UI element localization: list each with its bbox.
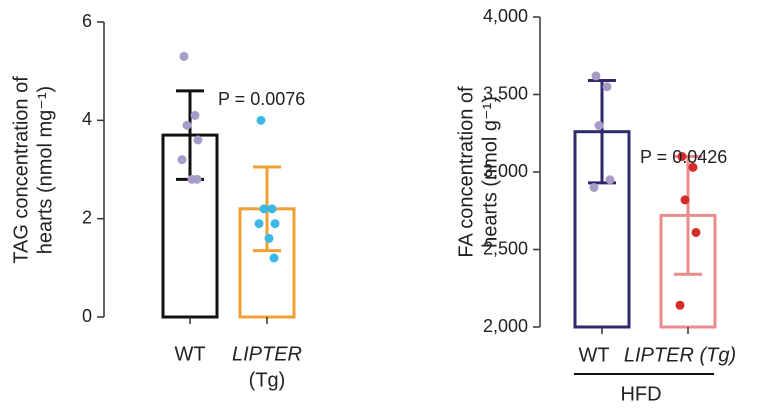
- y-tick-label: 4,000: [483, 6, 528, 26]
- data-point: [256, 115, 266, 125]
- data-point: [193, 135, 203, 145]
- data-point: [264, 233, 274, 243]
- data-point: [269, 253, 279, 263]
- data-point: [259, 204, 269, 214]
- annotation: P = 0.0426: [640, 147, 727, 167]
- data-point: [192, 174, 202, 184]
- x-tick-label: LIPTER: [232, 343, 302, 365]
- data-point: [190, 110, 200, 120]
- y-tick-label: 0: [82, 306, 92, 326]
- y-tick-label: 2: [82, 207, 92, 227]
- data-point: [182, 120, 192, 130]
- y-tick-label: 3,500: [483, 83, 528, 103]
- data-point: [589, 183, 599, 192]
- data-point: [680, 195, 690, 205]
- data-point: [677, 152, 687, 161]
- data-point: [691, 227, 701, 237]
- data-point: [179, 51, 189, 61]
- data-point: [675, 300, 685, 310]
- data-point: [594, 121, 604, 130]
- y-tick-label: 3,000: [483, 161, 528, 181]
- y-axis-label: hearts (nmol g⁻¹): [479, 96, 501, 248]
- data-point: [605, 175, 615, 185]
- data-point: [177, 155, 187, 165]
- y-axis-label: hearts (nmol mg⁻¹): [34, 86, 56, 254]
- annotation: P = 0.0076: [218, 89, 305, 109]
- data-point: [602, 82, 612, 92]
- group-label: HFD: [620, 383, 661, 405]
- y-axis-label: FA concentration of: [455, 86, 477, 258]
- data-point: [591, 71, 601, 81]
- x-tick-label: WT: [174, 343, 205, 365]
- y-tick-label: 6: [82, 11, 92, 31]
- data-point: [270, 219, 280, 229]
- y-tick-label: 2,000: [483, 316, 528, 336]
- data-point: [254, 219, 264, 229]
- data-point: [688, 162, 698, 172]
- y-tick-label: 2,500: [483, 238, 528, 258]
- x-tick-label: (Tg): [249, 369, 286, 391]
- y-tick-label: 4: [82, 109, 92, 129]
- x-tick-label: LIPTER (Tg): [624, 344, 736, 366]
- x-tick-label: WT: [578, 344, 609, 366]
- y-axis-label: TAG concentration of: [10, 76, 32, 264]
- data-point: [267, 204, 277, 214]
